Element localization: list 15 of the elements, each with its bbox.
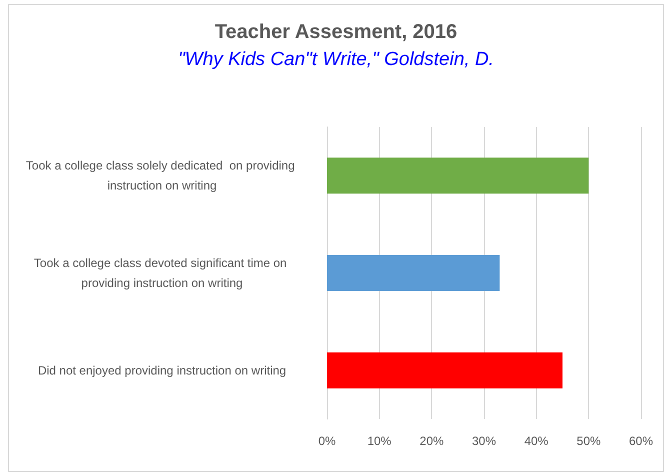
- bar: [327, 352, 562, 388]
- x-tick-label: 30%: [472, 434, 496, 448]
- x-tick-label: 20%: [420, 434, 444, 448]
- y-tick-label: Took a college class solely dedicated on providing instruction on writing: [26, 158, 298, 193]
- bar: [327, 158, 589, 194]
- x-tick-label: 0%: [318, 434, 336, 448]
- x-tick-label: 60%: [628, 434, 654, 448]
- chart-subtitle: "Why Kids Can"t Write," Goldstein, D.: [178, 49, 494, 70]
- chart-title: Teacher Assesment, 2016: [214, 21, 458, 43]
- x-tick-label: 40%: [524, 434, 549, 448]
- y-tick-label: Took a college class devoted significant time on providing instruction on writing: [34, 256, 290, 290]
- x-tick-label: 50%: [576, 434, 601, 448]
- bar: [327, 255, 500, 291]
- x-tick-label: 10%: [367, 434, 392, 448]
- y-tick-label: Did not enjoyed providing instruction on writing: [38, 363, 286, 378]
